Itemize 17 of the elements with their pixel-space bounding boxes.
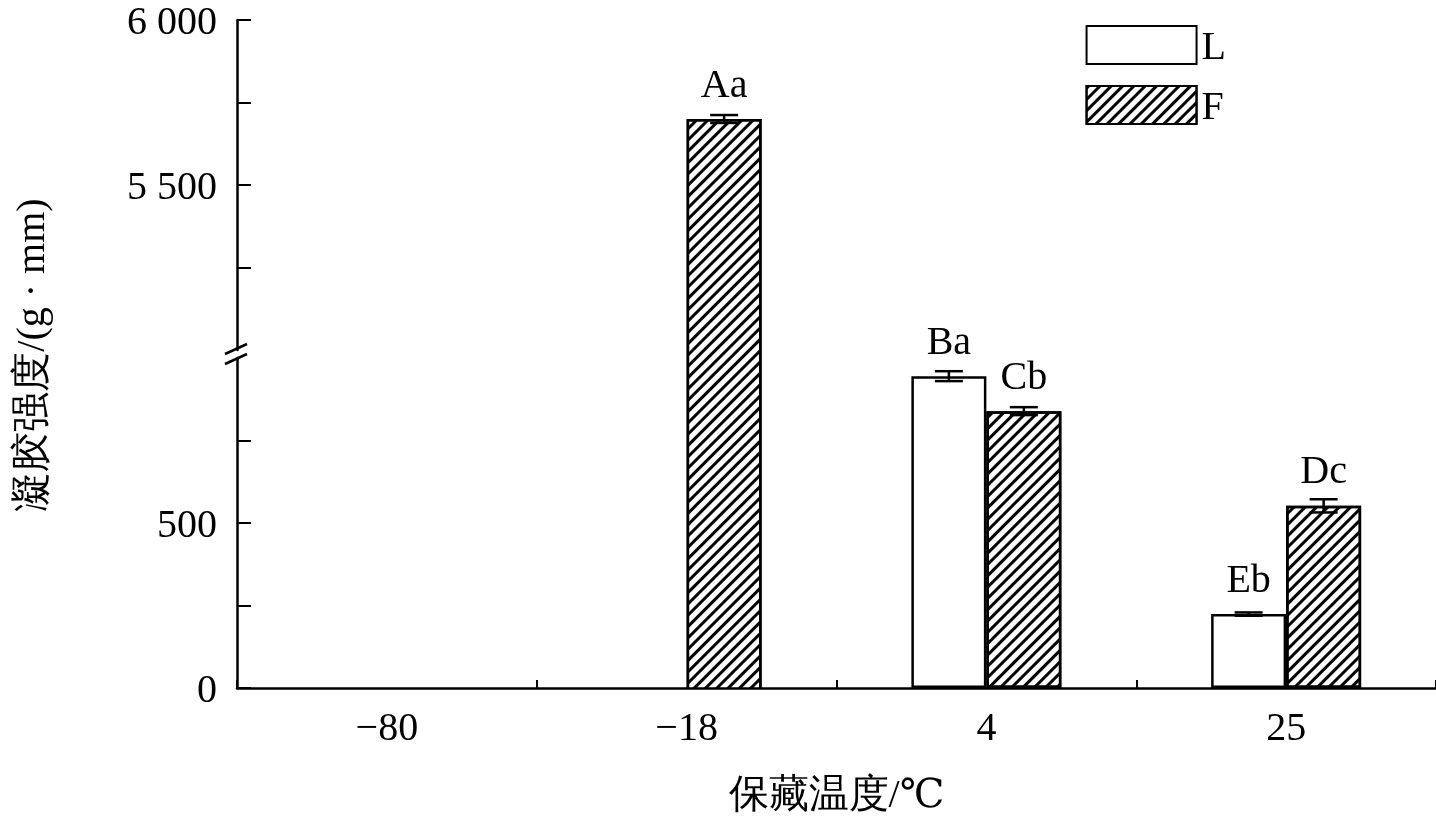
- y-tick-label: 6 000: [127, 0, 217, 43]
- x-tick-label: 25: [1266, 703, 1307, 749]
- data-label: Aa: [700, 60, 748, 106]
- y-tick-label: 5 500: [127, 162, 217, 208]
- x-tick-label: −18: [655, 703, 718, 749]
- legend-label: L: [1201, 22, 1226, 68]
- y-tick-label: 500: [157, 500, 217, 546]
- x-axis-title: 保藏温度/℃: [728, 770, 945, 816]
- data-label: Ba: [926, 317, 972, 363]
- y-axis-title: 凝胶强度/(g · mm): [6, 198, 54, 512]
- y-tick-label: 0: [197, 665, 217, 711]
- data-label: Eb: [1226, 555, 1271, 601]
- data-label: Dc: [1300, 447, 1347, 493]
- legend-label: F: [1201, 82, 1224, 128]
- x-tick-label: 4: [976, 703, 997, 749]
- x-tick-label: −80: [355, 703, 419, 749]
- data-label: Cb: [1000, 352, 1048, 398]
